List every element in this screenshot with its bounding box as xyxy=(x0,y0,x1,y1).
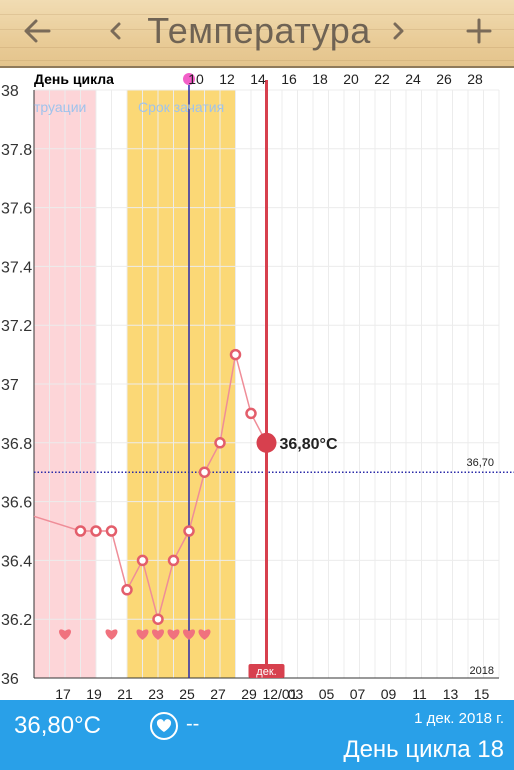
footer-temperature: 36,80°C xyxy=(14,712,101,739)
top-axis-label: День цикла xyxy=(34,71,114,87)
top-tick-label: 26 xyxy=(436,71,452,87)
y-tick-label: 37.2 xyxy=(1,318,32,335)
chevron-right-icon xyxy=(393,22,404,40)
year-label: 2018 xyxy=(470,665,494,677)
top-tick-label: 24 xyxy=(405,71,421,87)
coverline-label: 36,70 xyxy=(466,457,494,469)
region-label-1: Срок зачатия xyxy=(138,99,224,115)
intercourse-value: -- xyxy=(186,713,200,735)
temperature-point xyxy=(229,348,242,361)
bottom-tick-label: 27 xyxy=(210,686,226,700)
previous-cycle-button[interactable] xyxy=(100,8,130,54)
heart-icon xyxy=(198,629,211,640)
temperature-point xyxy=(152,613,164,625)
bottom-tick-label: 09 xyxy=(381,686,397,700)
top-tick-label: 14 xyxy=(250,71,266,87)
y-tick-label: 36.8 xyxy=(1,436,32,453)
y-tick-label: 36.6 xyxy=(1,495,32,512)
ovulation-marker-icon xyxy=(183,73,195,85)
temperature-point xyxy=(245,407,257,420)
next-cycle-button[interactable] xyxy=(384,8,414,54)
bottom-tick-label: 11 xyxy=(412,686,427,700)
plus-icon xyxy=(466,18,492,44)
bottom-tick-label: 19 xyxy=(86,686,102,700)
temperature-point xyxy=(121,584,133,596)
temperature-point xyxy=(198,466,211,478)
y-tick-label: 36 xyxy=(1,671,19,688)
footer-bar: 36,80°C -- 1 дек. 2018 г. День цикла 18 xyxy=(0,700,514,770)
month-tag: дек. xyxy=(256,666,276,678)
temperature-point xyxy=(105,525,118,537)
selected-value-label: 36,80°C xyxy=(280,436,338,453)
header: Температура xyxy=(0,0,514,68)
heart-icon xyxy=(151,629,165,640)
top-tick-label: 12 xyxy=(219,71,235,87)
top-tick-label: 16 xyxy=(281,71,297,87)
y-tick-label: 37.8 xyxy=(1,142,32,159)
bottom-tick-label: 15 xyxy=(474,686,490,700)
selected-point xyxy=(256,432,277,453)
bottom-tick-label: 07 xyxy=(350,686,366,700)
chevron-left-icon xyxy=(110,22,121,40)
bottom-tick-label: 12/01 xyxy=(262,686,297,700)
y-tick-label: 37.4 xyxy=(1,259,32,276)
temperature-point xyxy=(74,525,87,537)
top-tick-label: 18 xyxy=(312,71,328,87)
temperature-point xyxy=(167,554,180,567)
top-tick-label: 20 xyxy=(343,71,359,87)
footer-date: 1 дек. 2018 г. xyxy=(414,710,504,727)
temperature-chart[interactable]: труации Срок зачатия 38 37.8 37.6 37.4 37.2 37 3… xyxy=(0,68,514,702)
add-button[interactable] xyxy=(456,8,502,54)
footer-cycle-day: День цикла 18 xyxy=(343,736,504,763)
temperature-point xyxy=(90,525,102,537)
y-tick-label: 36.4 xyxy=(1,553,32,570)
bottom-tick-label: 17 xyxy=(55,686,71,700)
top-tick-label: 22 xyxy=(374,71,390,87)
heart-icon xyxy=(58,629,72,640)
temperature-chart-svg: труации Срок зачатия 38 37.8 37.6 37.4 37.2 37 3… xyxy=(1,71,514,702)
bottom-tick-label: 25 xyxy=(179,686,195,700)
back-button[interactable] xyxy=(14,8,60,54)
bottom-tick-label: 05 xyxy=(319,686,335,700)
bottom-tick-label: 23 xyxy=(148,686,164,700)
month-tag-bg xyxy=(248,664,285,678)
temperature-point xyxy=(214,437,226,449)
temperature-point xyxy=(183,525,195,537)
page-title: Температура xyxy=(147,10,371,51)
bottom-tick-label: 29 xyxy=(241,686,257,700)
region-label-0: труации xyxy=(34,99,86,115)
y-tick-label: 37 xyxy=(1,377,19,394)
bottom-tick-label: 13 xyxy=(443,686,459,700)
y-tick-label: 38 xyxy=(1,83,19,100)
y-tick-label: 36.2 xyxy=(1,612,32,629)
bottom-tick-label: 03 xyxy=(288,686,304,700)
heart-icon xyxy=(167,629,180,640)
heart-icon xyxy=(105,629,118,640)
arrow-left-icon xyxy=(24,19,51,43)
heart-circle-icon[interactable] xyxy=(150,712,178,740)
y-tick-label: 37.6 xyxy=(1,201,32,218)
temperature-point xyxy=(136,554,149,567)
heart-icon xyxy=(136,629,149,640)
top-tick-label: 10 xyxy=(188,71,204,87)
heart-icon xyxy=(182,629,196,640)
bottom-tick-label: 21 xyxy=(117,686,133,700)
top-tick-label: 28 xyxy=(467,71,483,87)
